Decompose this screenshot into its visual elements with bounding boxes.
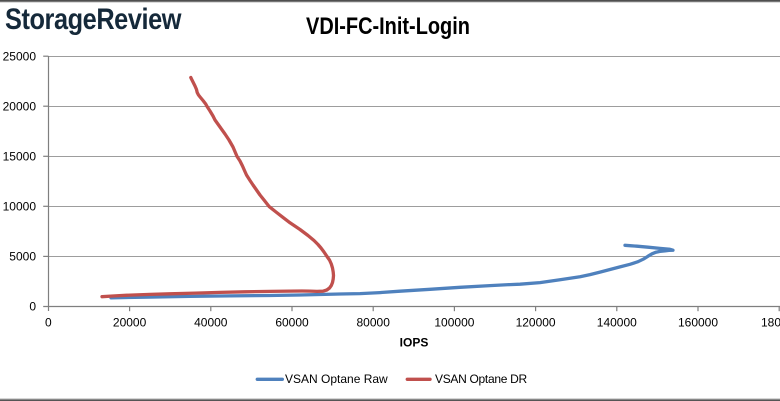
svg-text:5000: 5000 — [9, 250, 36, 264]
svg-text:20000: 20000 — [3, 99, 37, 113]
svg-text:15000: 15000 — [3, 150, 37, 164]
svg-text:60000: 60000 — [275, 316, 309, 330]
svg-text:25000: 25000 — [3, 49, 37, 63]
svg-text:40000: 40000 — [194, 316, 228, 330]
svg-text:VSAN Optane DR: VSAN Optane DR — [435, 372, 527, 386]
svg-text:100000: 100000 — [434, 316, 474, 330]
svg-text:0: 0 — [29, 300, 36, 314]
svg-text:10000: 10000 — [3, 200, 37, 214]
svg-text:180: 180 — [761, 316, 780, 330]
svg-text:160000: 160000 — [678, 316, 718, 330]
svg-text:120000: 120000 — [516, 316, 556, 330]
svg-text:20000: 20000 — [113, 316, 147, 330]
svg-text:IOPS: IOPS — [400, 335, 429, 349]
svg-text:140000: 140000 — [597, 316, 637, 330]
svg-text:VSAN Optane Raw: VSAN Optane Raw — [285, 372, 388, 386]
svg-text:0: 0 — [45, 316, 52, 330]
svg-text:80000: 80000 — [357, 316, 391, 330]
